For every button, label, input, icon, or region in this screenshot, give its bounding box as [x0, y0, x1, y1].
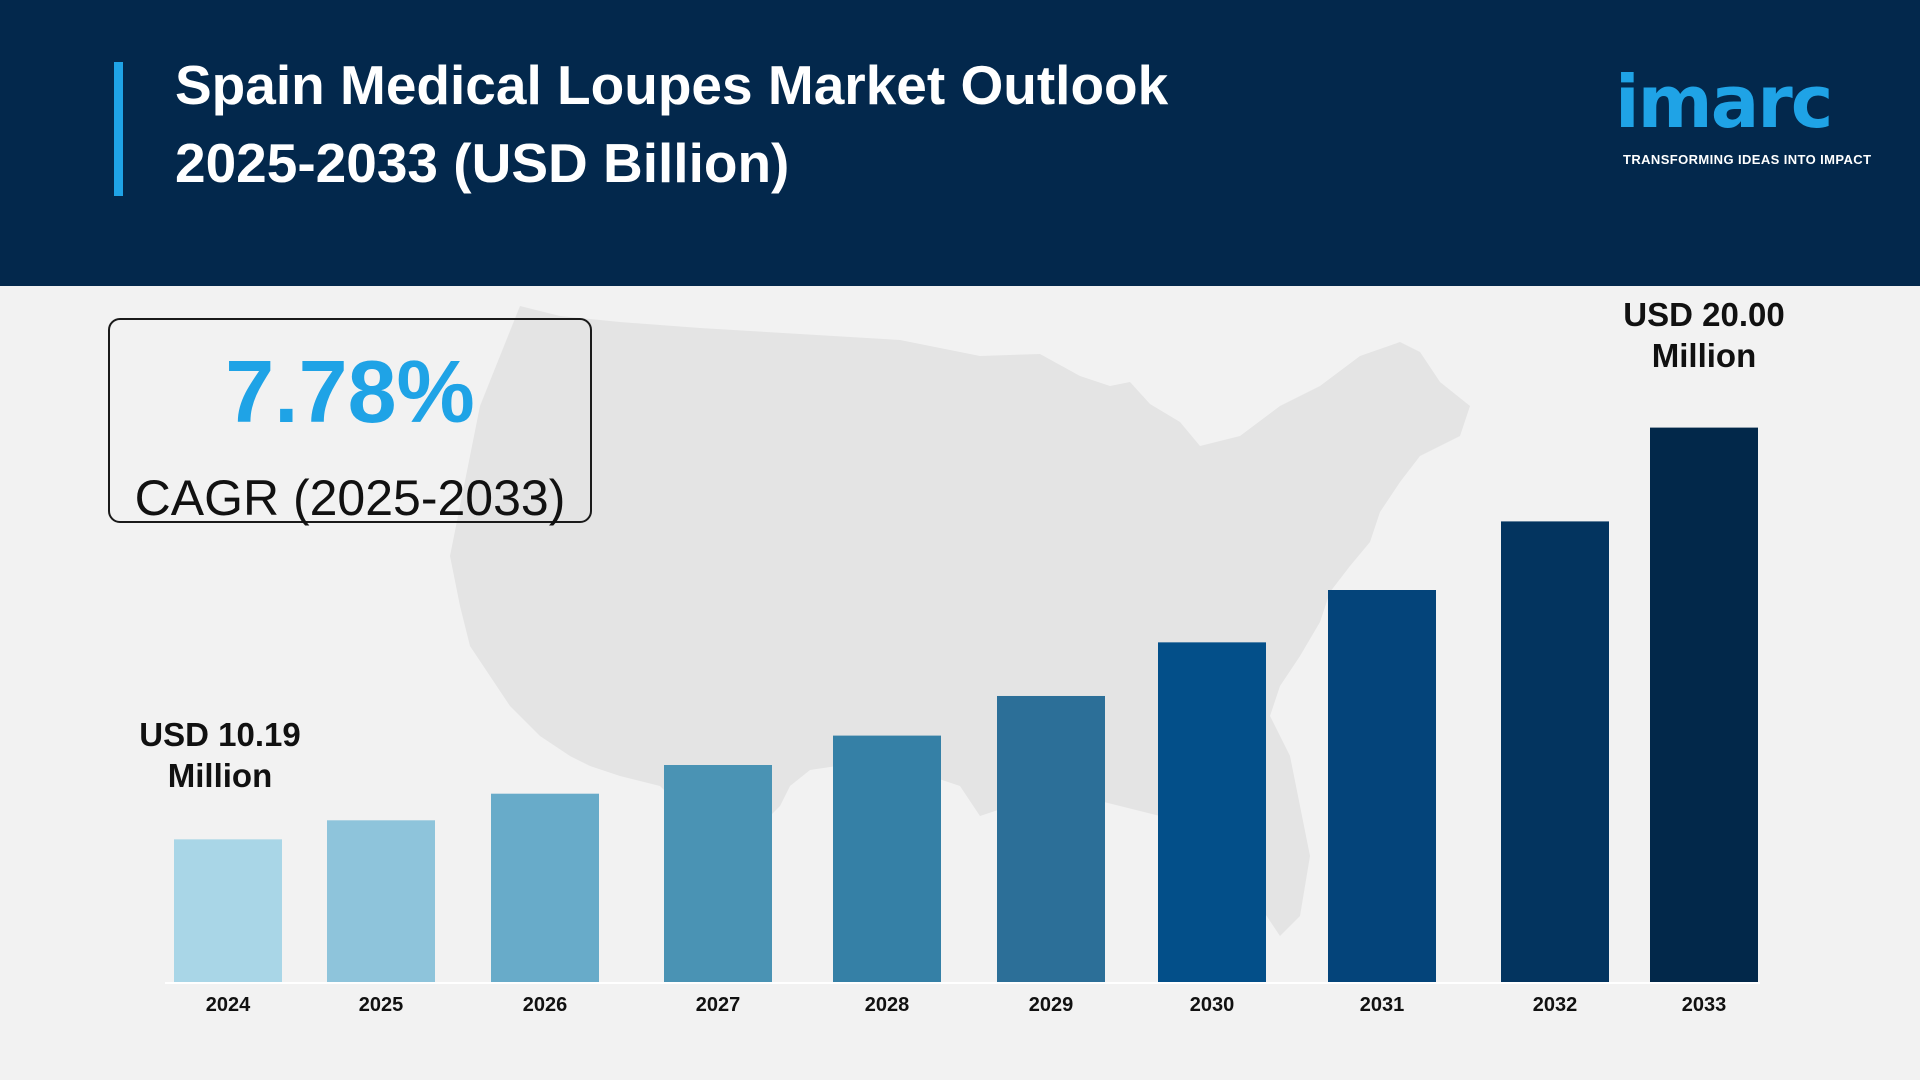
- x-tick-label-2033: 2033: [1682, 994, 1727, 1016]
- bar-2025: [327, 820, 435, 982]
- bar-2031: [1328, 590, 1436, 982]
- bar-2030: [1158, 642, 1266, 982]
- end-value-amount: USD 20.00: [1623, 296, 1785, 333]
- cagr-box: 7.78% CAGR (2025-2033): [108, 318, 592, 526]
- accent-bar: [114, 62, 123, 196]
- bar-2026: [491, 793, 599, 982]
- end-value-callout: USD 20.00 Million: [1574, 294, 1834, 376]
- logo-wordmark: imarc: [1615, 60, 1833, 144]
- end-value-unit: Million: [1651, 337, 1757, 374]
- bar-2028: [833, 735, 941, 982]
- x-tick-label-2027: 2027: [696, 994, 741, 1016]
- start-value-callout: USD 10.19 Million: [90, 714, 350, 796]
- cagr-label: CAGR (2025-2033): [134, 470, 566, 526]
- logo-tagline: TRANSFORMING IDEAS INTO IMPACT: [1623, 152, 1872, 167]
- cagr-value: 7.78%: [225, 342, 475, 441]
- bar-2033: [1650, 427, 1758, 983]
- bar-2027: [664, 765, 772, 982]
- start-value-amount: USD 10.19: [139, 716, 301, 753]
- x-tick-label-2032: 2032: [1533, 994, 1578, 1016]
- header-banner: Spain Medical Loupes Market Outlook 2025…: [0, 0, 1920, 286]
- x-tick-label-2024: 2024: [206, 994, 251, 1016]
- bar-chart: 2024 2025 2026 2027 2028 2029 2030 2031 2032 2033: [165, 427, 1760, 1016]
- x-tick-label-2031: 2031: [1360, 994, 1405, 1016]
- x-tick-label-2029: 2029: [1029, 994, 1074, 1016]
- x-tick-label-2026: 2026: [523, 994, 568, 1016]
- start-value-unit: Million: [167, 757, 273, 794]
- title-line-1: Spain Medical Loupes Market Outlook: [175, 54, 1169, 116]
- bar-2029: [997, 695, 1105, 982]
- title-line-2: 2025-2033 (USD Billion): [175, 132, 790, 194]
- page-title: Spain Medical Loupes Market Outlook 2025…: [175, 46, 1325, 202]
- x-tick-label-2025: 2025: [359, 994, 404, 1016]
- bar-2032: [1501, 521, 1609, 982]
- imarc-logo: imarc TRANSFORMING IDEAS INTO IMPACT: [1615, 60, 1871, 172]
- x-tick-label-2028: 2028: [865, 994, 910, 1016]
- bar-2024: [174, 839, 282, 982]
- x-tick-label-2030: 2030: [1190, 994, 1235, 1016]
